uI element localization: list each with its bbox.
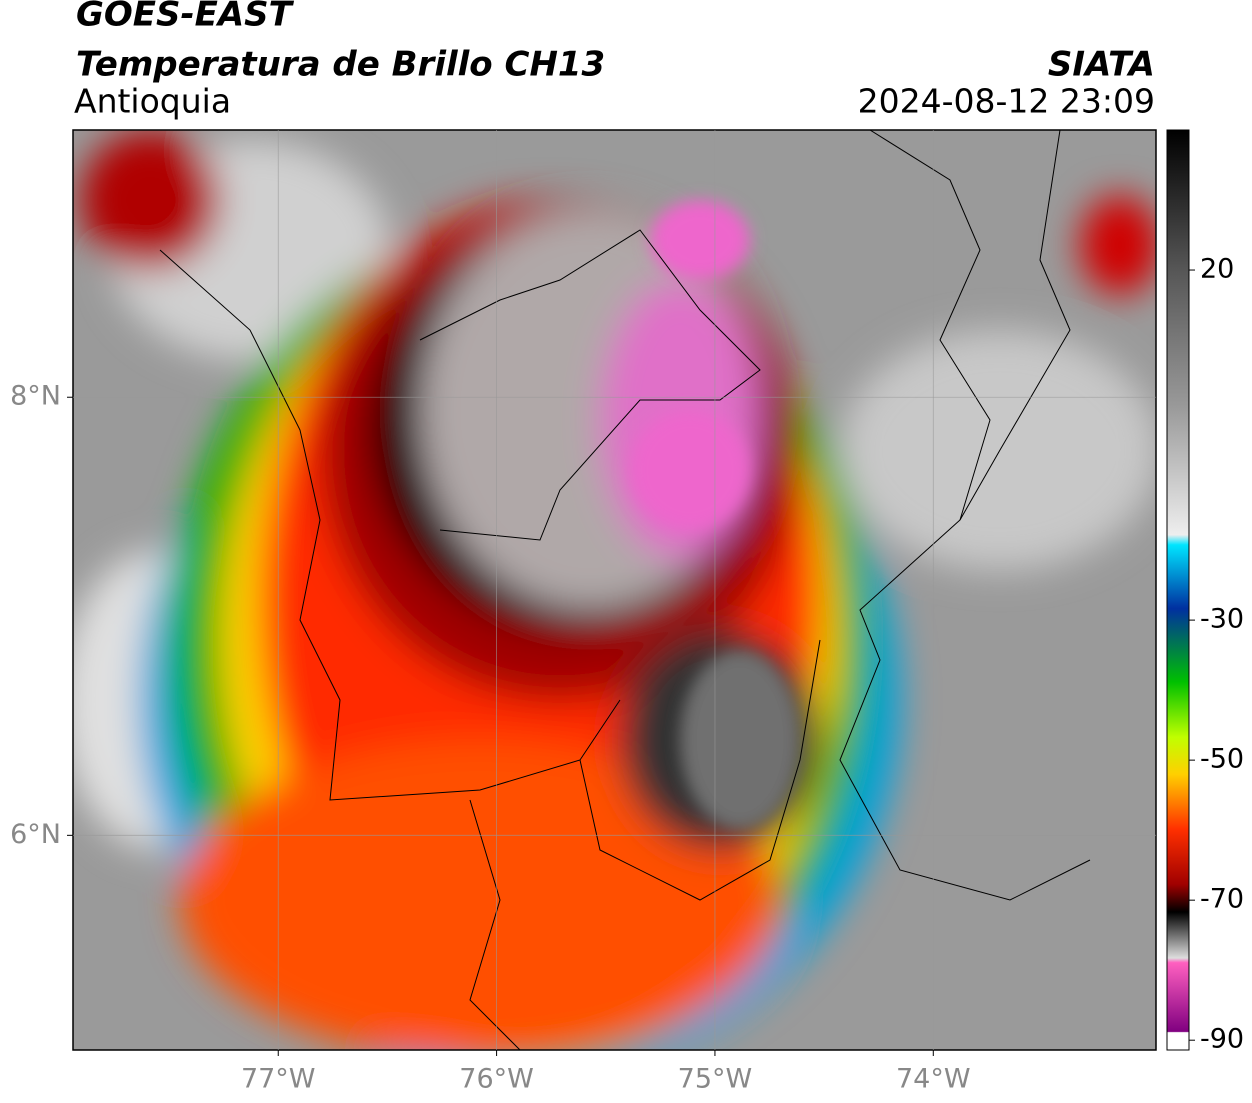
colorbar-label: -70 xyxy=(1200,884,1244,915)
colorbar-label: 20 xyxy=(1200,254,1234,285)
colorbar-label: -30 xyxy=(1200,604,1244,635)
subtitle: Temperatura de Brillo CH13 xyxy=(76,45,605,85)
region: Antioquia xyxy=(74,82,231,121)
colorbar-label: -90 xyxy=(1200,1024,1244,1055)
map-frame xyxy=(72,129,1157,1051)
y-tick-label: 8°N xyxy=(10,381,61,412)
colorbar-label: -50 xyxy=(1200,744,1244,775)
x-tick-label: 74°W xyxy=(896,1064,971,1095)
x-tick-label: 75°W xyxy=(678,1064,753,1095)
imagery xyxy=(73,130,1156,1050)
timestamp: 2024-08-12 23:09 xyxy=(858,82,1155,121)
source: SIATA xyxy=(1048,45,1155,85)
colorbar xyxy=(1166,129,1190,1051)
title: GOES-EAST xyxy=(76,0,295,35)
x-tick-label: 76°W xyxy=(459,1064,534,1095)
y-tick-label: 6°N xyxy=(10,819,61,850)
x-tick-label: 77°W xyxy=(241,1064,316,1095)
